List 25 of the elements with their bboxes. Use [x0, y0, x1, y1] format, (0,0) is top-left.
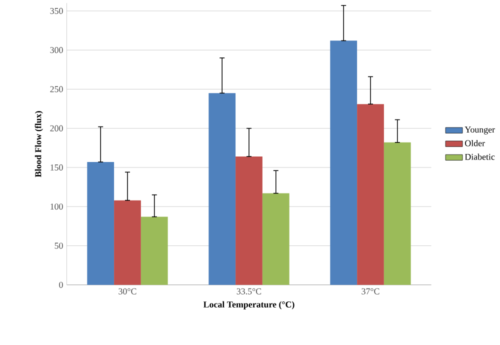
legend-label: Older: [465, 140, 485, 146]
bar: [114, 200, 141, 286]
x-tick-label: 30°C: [118, 288, 136, 295]
bar: [262, 193, 290, 286]
y-tick-label: 100: [50, 204, 63, 210]
y-tick-label: 300: [50, 47, 63, 54]
legend-label: Diabetic: [464, 154, 495, 160]
x-tick-label: 37°C: [362, 288, 380, 295]
bar: [140, 216, 168, 286]
bar: [357, 104, 384, 286]
bar: [236, 156, 262, 286]
y-axis-title: Blood Flow (flux): [34, 111, 44, 178]
bar: [208, 93, 236, 286]
y-tick-label: 250: [50, 86, 63, 92]
y-tick-label: 200: [50, 126, 63, 132]
bar: [330, 40, 358, 286]
y-tick-label: 350: [50, 8, 63, 14]
bar: [384, 142, 411, 286]
x-tick-label: 33.5°C: [236, 288, 262, 295]
y-tick-label: 150: [50, 164, 63, 171]
y-tick-label: 50: [54, 242, 63, 249]
legend-label: Younger: [464, 126, 495, 135]
y-tick-label: 0: [59, 282, 63, 288]
bar: [87, 162, 114, 286]
x-axis-title: Local Temperature (°C): [203, 301, 294, 310]
